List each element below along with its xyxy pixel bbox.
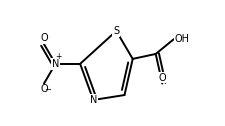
Text: N: N <box>52 59 59 69</box>
Text: O: O <box>40 33 48 43</box>
Text: O: O <box>158 73 165 83</box>
Text: O: O <box>40 84 48 94</box>
Text: OH: OH <box>174 34 189 44</box>
Text: N: N <box>89 95 97 105</box>
Text: +: + <box>55 52 61 61</box>
Text: −: − <box>44 85 51 94</box>
Text: S: S <box>113 26 119 36</box>
